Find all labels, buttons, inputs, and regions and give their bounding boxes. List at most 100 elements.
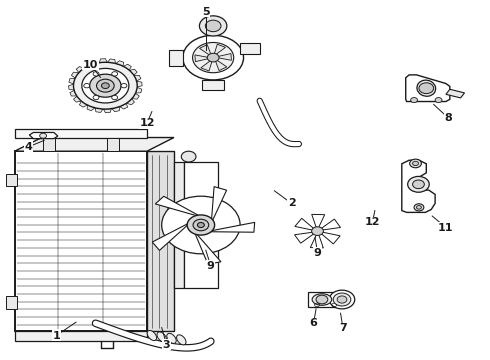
Circle shape <box>74 62 137 109</box>
Polygon shape <box>199 45 211 56</box>
Text: 6: 6 <box>310 318 318 328</box>
Polygon shape <box>174 162 184 288</box>
Text: 10: 10 <box>83 60 98 70</box>
Text: 9: 9 <box>314 248 321 258</box>
Circle shape <box>411 98 417 103</box>
Circle shape <box>193 219 209 231</box>
Polygon shape <box>43 138 55 151</box>
Polygon shape <box>152 224 187 250</box>
Circle shape <box>414 204 424 211</box>
Polygon shape <box>29 132 58 139</box>
Polygon shape <box>240 43 260 54</box>
Polygon shape <box>15 151 147 331</box>
Polygon shape <box>446 89 465 98</box>
Circle shape <box>199 16 227 36</box>
Polygon shape <box>202 80 224 90</box>
Polygon shape <box>319 219 341 230</box>
Circle shape <box>93 72 99 76</box>
Polygon shape <box>195 55 209 62</box>
Polygon shape <box>87 105 95 111</box>
Circle shape <box>181 151 196 162</box>
Circle shape <box>413 161 418 166</box>
Polygon shape <box>137 81 142 87</box>
Polygon shape <box>69 84 74 90</box>
Polygon shape <box>74 96 81 102</box>
Polygon shape <box>6 296 17 309</box>
Polygon shape <box>15 129 147 138</box>
Circle shape <box>312 227 323 235</box>
Circle shape <box>112 72 118 76</box>
Ellipse shape <box>157 332 167 342</box>
Circle shape <box>408 176 429 192</box>
Polygon shape <box>184 162 218 288</box>
Text: 3: 3 <box>163 340 171 350</box>
Polygon shape <box>169 50 183 66</box>
Polygon shape <box>70 90 77 96</box>
Polygon shape <box>295 218 315 230</box>
Polygon shape <box>83 62 91 68</box>
Polygon shape <box>136 87 142 93</box>
Polygon shape <box>95 108 103 112</box>
Polygon shape <box>129 69 137 75</box>
Polygon shape <box>69 78 75 84</box>
Circle shape <box>82 68 129 103</box>
Polygon shape <box>155 196 198 216</box>
Circle shape <box>40 133 47 138</box>
Text: 7: 7 <box>339 323 347 333</box>
Circle shape <box>187 215 215 235</box>
Text: 12: 12 <box>139 118 155 128</box>
Circle shape <box>162 196 240 254</box>
Polygon shape <box>120 103 128 109</box>
Ellipse shape <box>167 333 176 343</box>
Polygon shape <box>196 234 221 264</box>
Circle shape <box>419 83 434 94</box>
Polygon shape <box>406 75 450 102</box>
Text: 2: 2 <box>288 198 295 208</box>
Polygon shape <box>91 60 99 65</box>
Polygon shape <box>310 233 323 248</box>
Polygon shape <box>308 292 336 307</box>
Ellipse shape <box>417 80 436 96</box>
Circle shape <box>337 296 347 303</box>
Polygon shape <box>294 232 316 243</box>
Circle shape <box>101 83 109 89</box>
Circle shape <box>329 290 355 309</box>
Circle shape <box>183 35 244 80</box>
Polygon shape <box>402 160 435 212</box>
Polygon shape <box>72 72 79 78</box>
Circle shape <box>197 222 204 228</box>
Polygon shape <box>107 138 119 151</box>
Polygon shape <box>103 109 111 113</box>
Circle shape <box>333 293 351 306</box>
Text: 4: 4 <box>24 142 32 152</box>
Circle shape <box>416 206 421 209</box>
Circle shape <box>90 74 121 97</box>
Polygon shape <box>123 64 131 70</box>
Circle shape <box>410 159 421 168</box>
Ellipse shape <box>147 330 157 341</box>
Text: 5: 5 <box>202 6 210 17</box>
Polygon shape <box>201 60 212 71</box>
Circle shape <box>112 95 118 100</box>
Polygon shape <box>126 99 135 105</box>
Polygon shape <box>76 67 84 73</box>
Circle shape <box>93 95 99 100</box>
Text: 12: 12 <box>365 217 380 228</box>
Circle shape <box>193 42 234 73</box>
Text: 9: 9 <box>207 261 215 271</box>
Polygon shape <box>132 93 139 99</box>
Polygon shape <box>15 331 147 341</box>
Polygon shape <box>79 101 88 107</box>
Polygon shape <box>215 59 227 71</box>
Text: 11: 11 <box>438 222 454 233</box>
Polygon shape <box>211 222 255 232</box>
Circle shape <box>84 84 90 88</box>
Polygon shape <box>212 186 226 220</box>
Circle shape <box>435 98 442 103</box>
Polygon shape <box>214 44 225 55</box>
Circle shape <box>97 79 114 92</box>
Polygon shape <box>134 75 141 81</box>
Polygon shape <box>312 214 325 229</box>
Polygon shape <box>112 107 120 112</box>
Polygon shape <box>320 232 340 244</box>
